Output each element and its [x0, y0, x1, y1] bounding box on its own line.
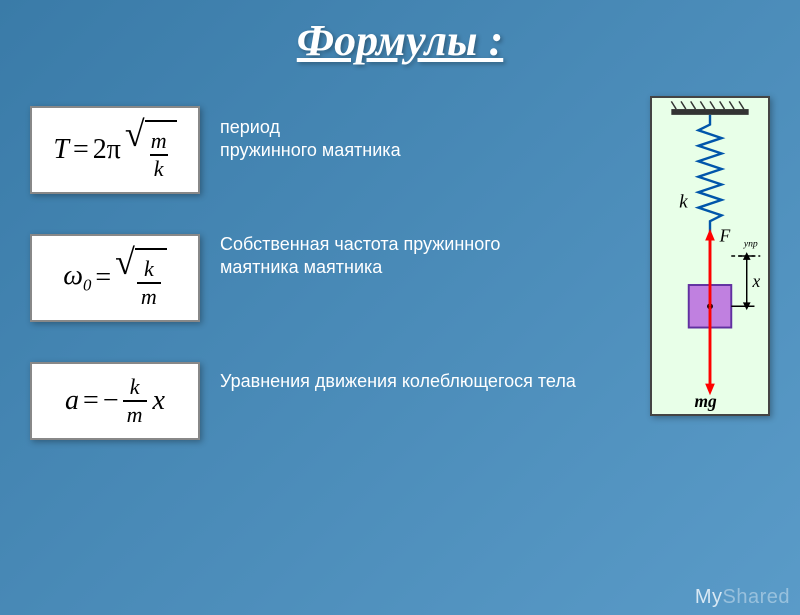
formulas-column: T = 2π √ m k ω0 = [30, 86, 200, 440]
diagram-column: k F⃗упр x mg⃗ [650, 86, 770, 440]
formula-label: период пружинного маятника [220, 116, 630, 163]
formula-lhs: a [65, 385, 79, 417]
formula-frequency: ω0 = √ k m [30, 234, 200, 322]
sqrt-icon: √ k m [115, 248, 167, 308]
denominator: k [150, 154, 168, 180]
formula-lhs: T [53, 134, 69, 166]
content-area: T = 2π √ m k ω0 = [0, 76, 800, 450]
labels-column: период пружинного маятника Собственная ч… [220, 86, 630, 440]
label-k: k [679, 192, 688, 213]
formula-label: Уравнения движения колеблющегося тела [220, 370, 630, 393]
page-title: Формулы : [0, 15, 800, 66]
denominator: m [137, 282, 161, 308]
numerator: m [147, 130, 171, 154]
subscript: 0 [83, 276, 91, 295]
equals-sign: = [83, 385, 99, 417]
formula-lhs: ω0 [63, 260, 91, 296]
equals-sign: = [95, 262, 111, 294]
omega-symbol: ω [63, 260, 83, 291]
label-x: x [752, 271, 761, 291]
formula-label: Собственная частота пружинного маятника … [220, 233, 630, 280]
formula-prefix: 2π [93, 134, 121, 166]
sqrt-icon: √ m k [125, 120, 177, 180]
numerator: k [126, 376, 144, 400]
watermark: MyShared [695, 586, 790, 609]
label-f: F⃗упр [719, 226, 758, 250]
formula-prefix: − [103, 385, 119, 417]
watermark-faded: Shared [723, 586, 791, 608]
formula-suffix: x [153, 385, 165, 417]
denominator: m [123, 400, 147, 426]
fraction: k m [123, 376, 147, 426]
formula-acceleration: a = − k m x [30, 362, 200, 440]
equals-sign: = [73, 134, 89, 166]
fraction: k m [137, 258, 161, 308]
formula-period: T = 2π √ m k [30, 106, 200, 194]
numerator: k [140, 258, 158, 282]
fraction: m k [147, 130, 171, 180]
label-mg: mg⃗ [695, 391, 731, 411]
watermark-bold: My [695, 586, 723, 608]
spring-pendulum-diagram: k F⃗упр x mg⃗ [650, 96, 770, 416]
